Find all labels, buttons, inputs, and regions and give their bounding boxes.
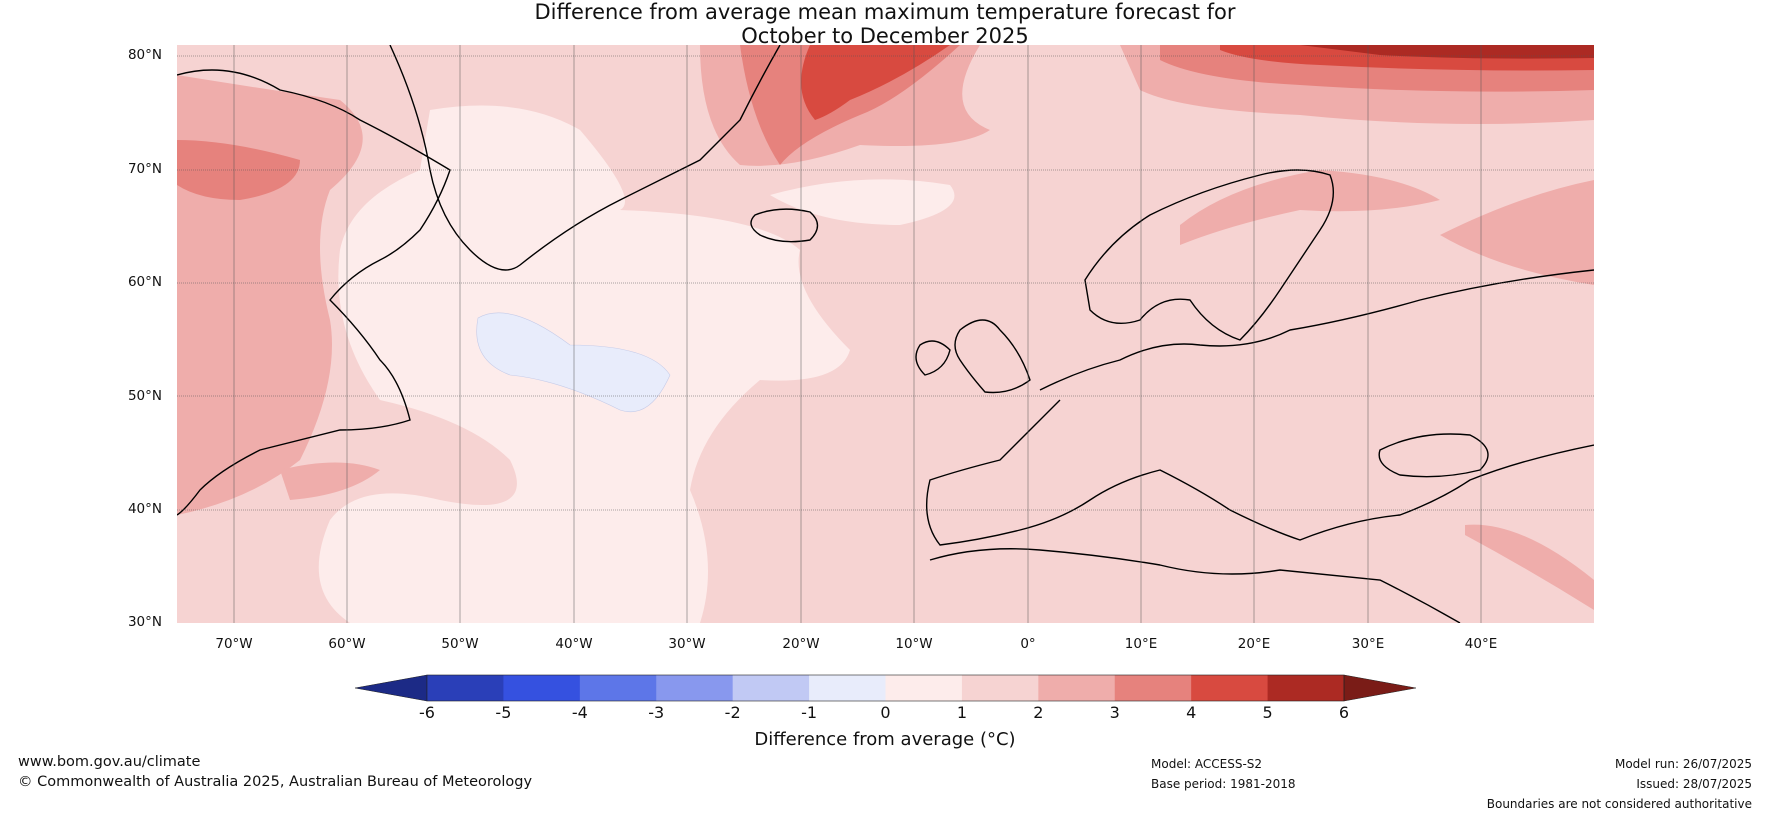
colorbar-tick-label: 1 [956,703,967,722]
lon-label-30w: 30°W [668,636,706,652]
colorbar-segment [503,675,581,701]
colorbar-tick-label: 2 [1033,703,1044,722]
anomaly-region-2-3-scandinavia [1180,170,1440,245]
coastline-iceland [750,208,819,243]
colorbar-title: Difference from average (°C) [754,729,1016,750]
colorbar-segment [427,675,504,701]
coastline-british-isles [915,319,1031,394]
graticule [177,55,1594,511]
base-period: Base period: 1981-2018 [1151,777,1296,791]
anomaly-region-0-1-iceland [770,179,955,225]
lat-label-60n: 60°N [127,274,162,290]
coastlines [177,45,1594,623]
lon-label-10w: 10°W [895,636,933,652]
colorbar-segment [656,675,734,701]
model-name: Model: ACCESS-S2 [1151,757,1263,771]
colorbar-frame [426,674,1345,702]
colorbar-tick-label: 3 [1109,703,1120,722]
lat-label-30n: 30°N [127,614,162,630]
coastline-europe [925,269,1594,546]
colorbar-segment [1038,675,1116,701]
colorbar-tick-label: 0 [880,703,891,722]
lat-label-70n: 70°N [127,161,162,177]
colorbar-tick-label: -6 [419,703,435,722]
anomaly-region-minus1-0 [476,312,671,413]
coastline-canada [177,69,451,516]
colorbar-tick-label: -4 [571,703,588,722]
colorbar-segment [809,675,886,701]
title-line-2: October to December 2025 [741,24,1029,48]
colorbar-segment [1114,675,1192,701]
coastline-north-africa [929,548,1461,623]
colorbar-high-extension [1343,674,1417,702]
colorbar-tick-label: -5 [495,703,512,722]
anomaly-region-5-6-arctic [1300,45,1594,59]
lon-label-20e: 20°E [1237,636,1271,652]
colorbar-tick-label: 5 [1262,703,1273,722]
lon-label-0: 0° [1020,636,1036,652]
title-line-1: Difference from average mean maximum tem… [534,0,1236,24]
colorbar-tick-label: -3 [648,703,665,722]
lat-label-80n: 80°N [127,47,162,63]
colorbar-segment [579,675,657,701]
colorbar-tick-label: 4 [1186,703,1197,722]
coastline-black-sea [1378,433,1489,478]
copyright-text: © Commonwealth of Australia 2025, Austra… [18,774,533,790]
lat-label-40n: 40°N [127,501,162,517]
boundaries-disclaimer: Boundaries are not considered authoritat… [1486,797,1752,811]
lon-label-30e: 30°E [1351,636,1385,652]
meridians [233,45,1482,623]
lon-label-60w: 60°W [328,636,366,652]
anomaly-region-2-3-russia [1440,180,1594,285]
lon-label-10e: 10°E [1124,636,1158,652]
lon-label-40w: 40°W [555,636,593,652]
map-title: Difference from average mean maximum tem… [0,0,1770,48]
anomaly-region-2-3-atlantic [280,462,380,500]
anomaly-region-3-4-baffin [177,140,300,200]
colorbar-segment [885,675,963,701]
anomaly-region-3-4-greenland-sea [740,45,960,165]
colorbar-segment [961,675,1039,701]
issued-date: Issued: 28/07/2025 [1636,777,1752,791]
lat-label-50n: 50°N [127,388,162,404]
anomaly-region-4-5-greenland-sea [801,45,950,120]
colorbar-segment [732,675,810,701]
colorbar-tick-label: -1 [801,703,818,722]
lon-label-70w: 70°W [215,636,253,652]
colorbar [354,674,1417,702]
lon-label-50w: 50°W [441,636,479,652]
lon-label-40e: 40°E [1464,636,1498,652]
website-link[interactable]: www.bom.gov.au/climate [18,754,201,770]
colorbar-low-extension [354,674,428,702]
colorbar-tick-label: 6 [1338,703,1350,722]
coastline-scandinavia [1084,169,1334,341]
colorbar-segment [1267,675,1345,701]
lon-label-20w: 20°W [782,636,820,652]
anomaly-region-2-3-caspian [1465,524,1594,610]
colorbar-tick-label: -2 [724,703,741,722]
colorbar-segment [1191,675,1269,701]
model-run-date: Model run: 26/07/2025 [1614,757,1752,771]
